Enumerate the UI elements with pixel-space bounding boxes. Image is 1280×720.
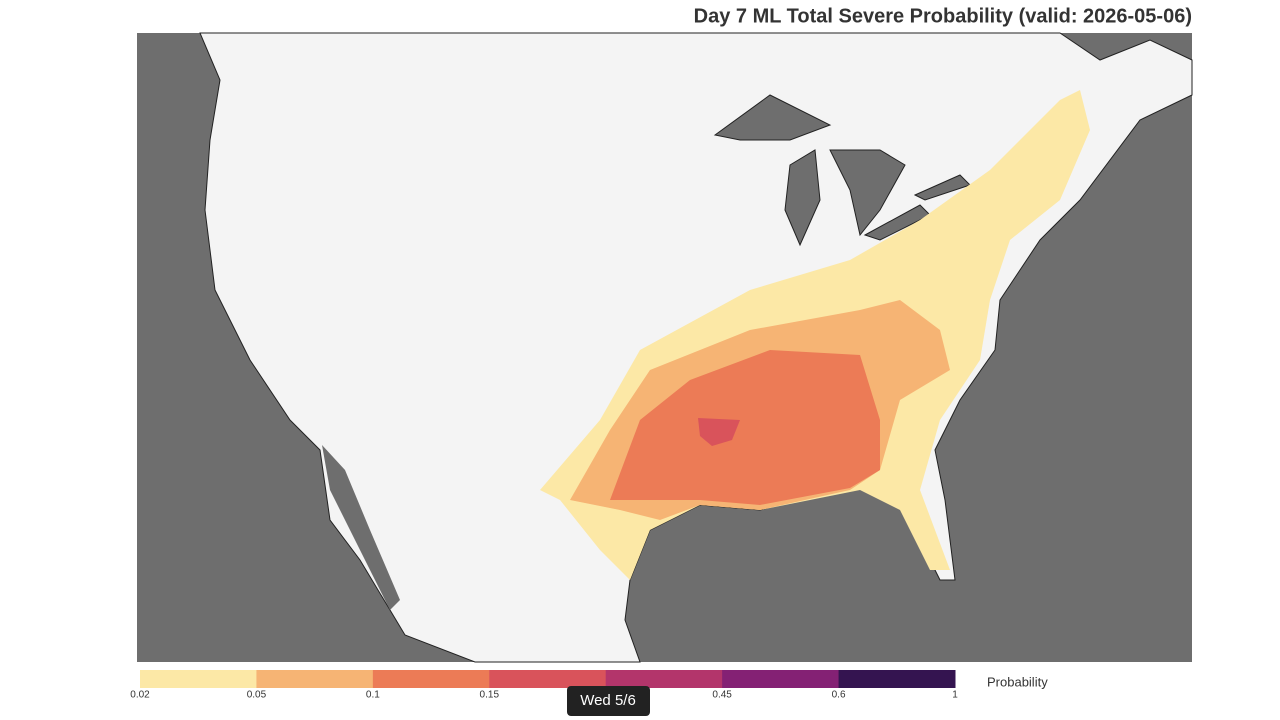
prob-0.15 [698, 418, 740, 446]
colorbar-label: Probability [987, 674, 1048, 689]
colorbar-segment [256, 670, 374, 688]
colorbar-tick-label: 0.6 [832, 690, 846, 701]
tooltip-text: Wed 5/6 [580, 692, 636, 709]
colorbar-tick-label: 0.15 [480, 690, 500, 701]
colorbar-segment [722, 670, 840, 688]
tooltip-box [567, 686, 650, 716]
colorbar: 0.02 0.05 0.1 0.15 0.45 0.6 1 [130, 670, 958, 701]
prob-0.1 [610, 350, 880, 505]
colorbar-tick-label: 0.45 [712, 690, 732, 701]
colorbar-segment [605, 670, 723, 688]
colorbar-segment [489, 670, 607, 688]
map-title: Day 7 ML Total Severe Probability (valid… [694, 5, 1192, 27]
great-lakes [713, 94, 971, 247]
colorbar-tick-label: 0.05 [247, 690, 267, 701]
colorbar-segment [372, 670, 490, 688]
colorbar-segment [140, 670, 257, 688]
colorbar-tick-label: 0.02 [130, 690, 150, 701]
colorbar-segment [838, 670, 956, 688]
colorbar-tick-label: 1 [952, 690, 958, 701]
tooltip: Wed 5/6 [567, 686, 650, 716]
colorbar-tick-label: 0.1 [366, 690, 380, 701]
gulf-of-california [322, 445, 400, 610]
map [137, 32, 1193, 663]
